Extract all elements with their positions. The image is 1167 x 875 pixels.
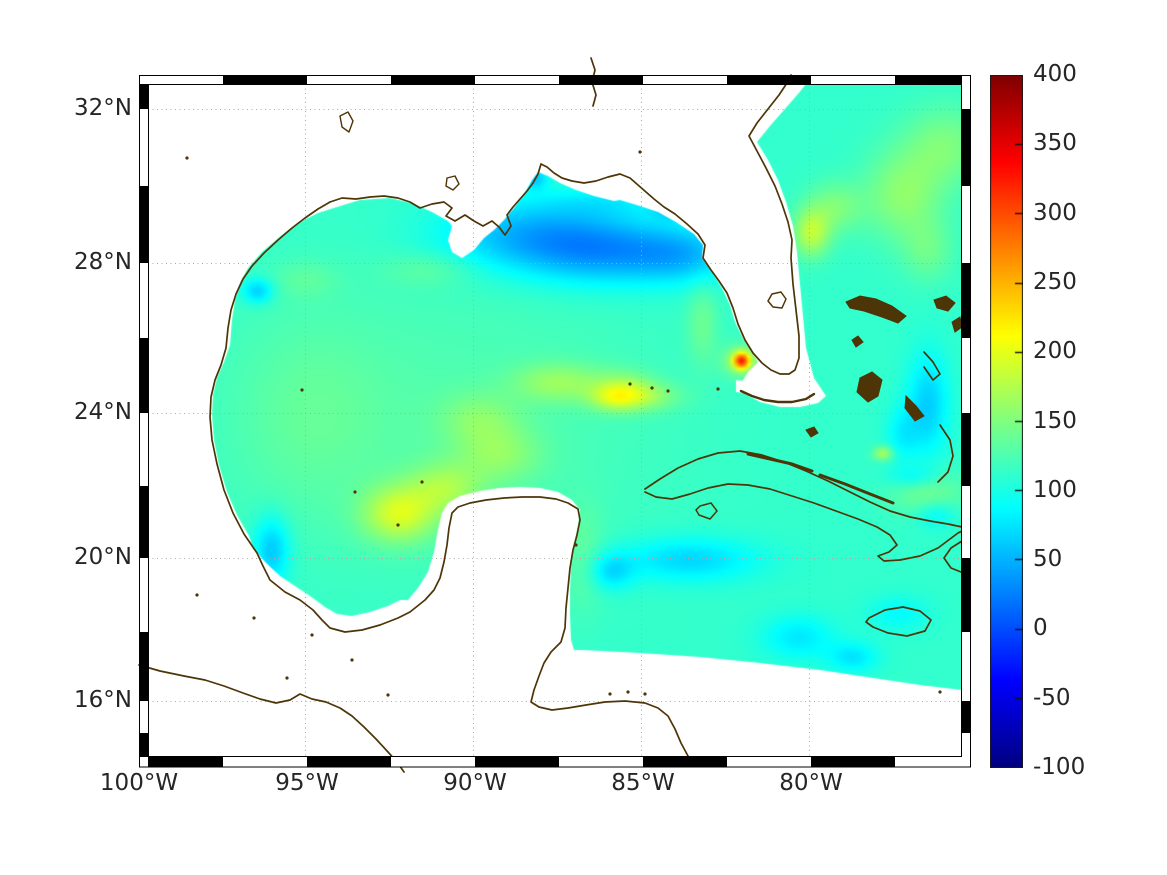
frame-band-segment — [962, 109, 971, 186]
colorbar-tick-label: 0 — [1033, 615, 1048, 642]
frame-band-segment — [139, 338, 148, 413]
frame-band-segment — [962, 413, 971, 486]
frame-band-segment — [559, 75, 643, 84]
frame-band-segment — [727, 75, 811, 84]
heatmap-field-canvas — [148, 84, 962, 757]
frame-band-segment — [139, 733, 148, 757]
frame-band-segment — [962, 701, 971, 733]
x-tick-label: 90°W — [443, 770, 507, 796]
colorbar-tick-label: 350 — [1033, 130, 1077, 157]
frame-band-segment — [139, 486, 148, 558]
x-tick-label: 80°W — [779, 770, 843, 796]
y-tick-label: 20°N — [74, 544, 132, 570]
y-tick-label: 32°N — [74, 95, 132, 121]
frame-band-segment — [139, 632, 148, 701]
frame-band — [962, 75, 971, 768]
frame-band — [139, 75, 148, 768]
colorbar-tick-label: 150 — [1033, 407, 1077, 434]
colorbar-tick-label: 200 — [1033, 338, 1077, 365]
x-tick-label: 85°W — [611, 770, 675, 796]
colorbar-tick-label: 100 — [1033, 476, 1077, 503]
frame-band — [139, 757, 971, 767]
colorbar-tick-label: 300 — [1033, 199, 1077, 226]
colorbar-tick-label: 50 — [1033, 546, 1063, 573]
frame-band-segment — [475, 757, 559, 767]
frame-band-segment — [811, 757, 895, 767]
frame-band-segment — [962, 558, 971, 632]
colorbar-gradient — [990, 75, 1023, 768]
frame-band-segment — [139, 84, 148, 109]
x-tick-label: 100°W — [99, 770, 179, 796]
frame-band-segment — [962, 263, 971, 338]
y-tick-label: 24°N — [74, 399, 132, 425]
frame-band-segment — [391, 75, 475, 84]
y-tick-label: 28°N — [74, 249, 132, 275]
frame-band-segment — [148, 757, 223, 767]
colorbar-tick-label: 250 — [1033, 268, 1077, 295]
frame-band-segment — [307, 757, 391, 767]
frame-band-segment — [139, 186, 148, 263]
islet-dot — [690, 758, 694, 762]
colorbar-tick-label: -100 — [1033, 754, 1086, 780]
frame-band-segment — [643, 757, 727, 767]
frame-band-segment — [895, 75, 962, 84]
colorbar-tick-label: -50 — [1033, 684, 1071, 711]
colorbar-tick-label: 400 — [1033, 61, 1077, 87]
y-tick-label: 16°N — [74, 687, 132, 713]
x-tick-label: 95°W — [275, 770, 339, 796]
frame-band — [139, 75, 971, 84]
frame-band-segment — [223, 75, 307, 84]
